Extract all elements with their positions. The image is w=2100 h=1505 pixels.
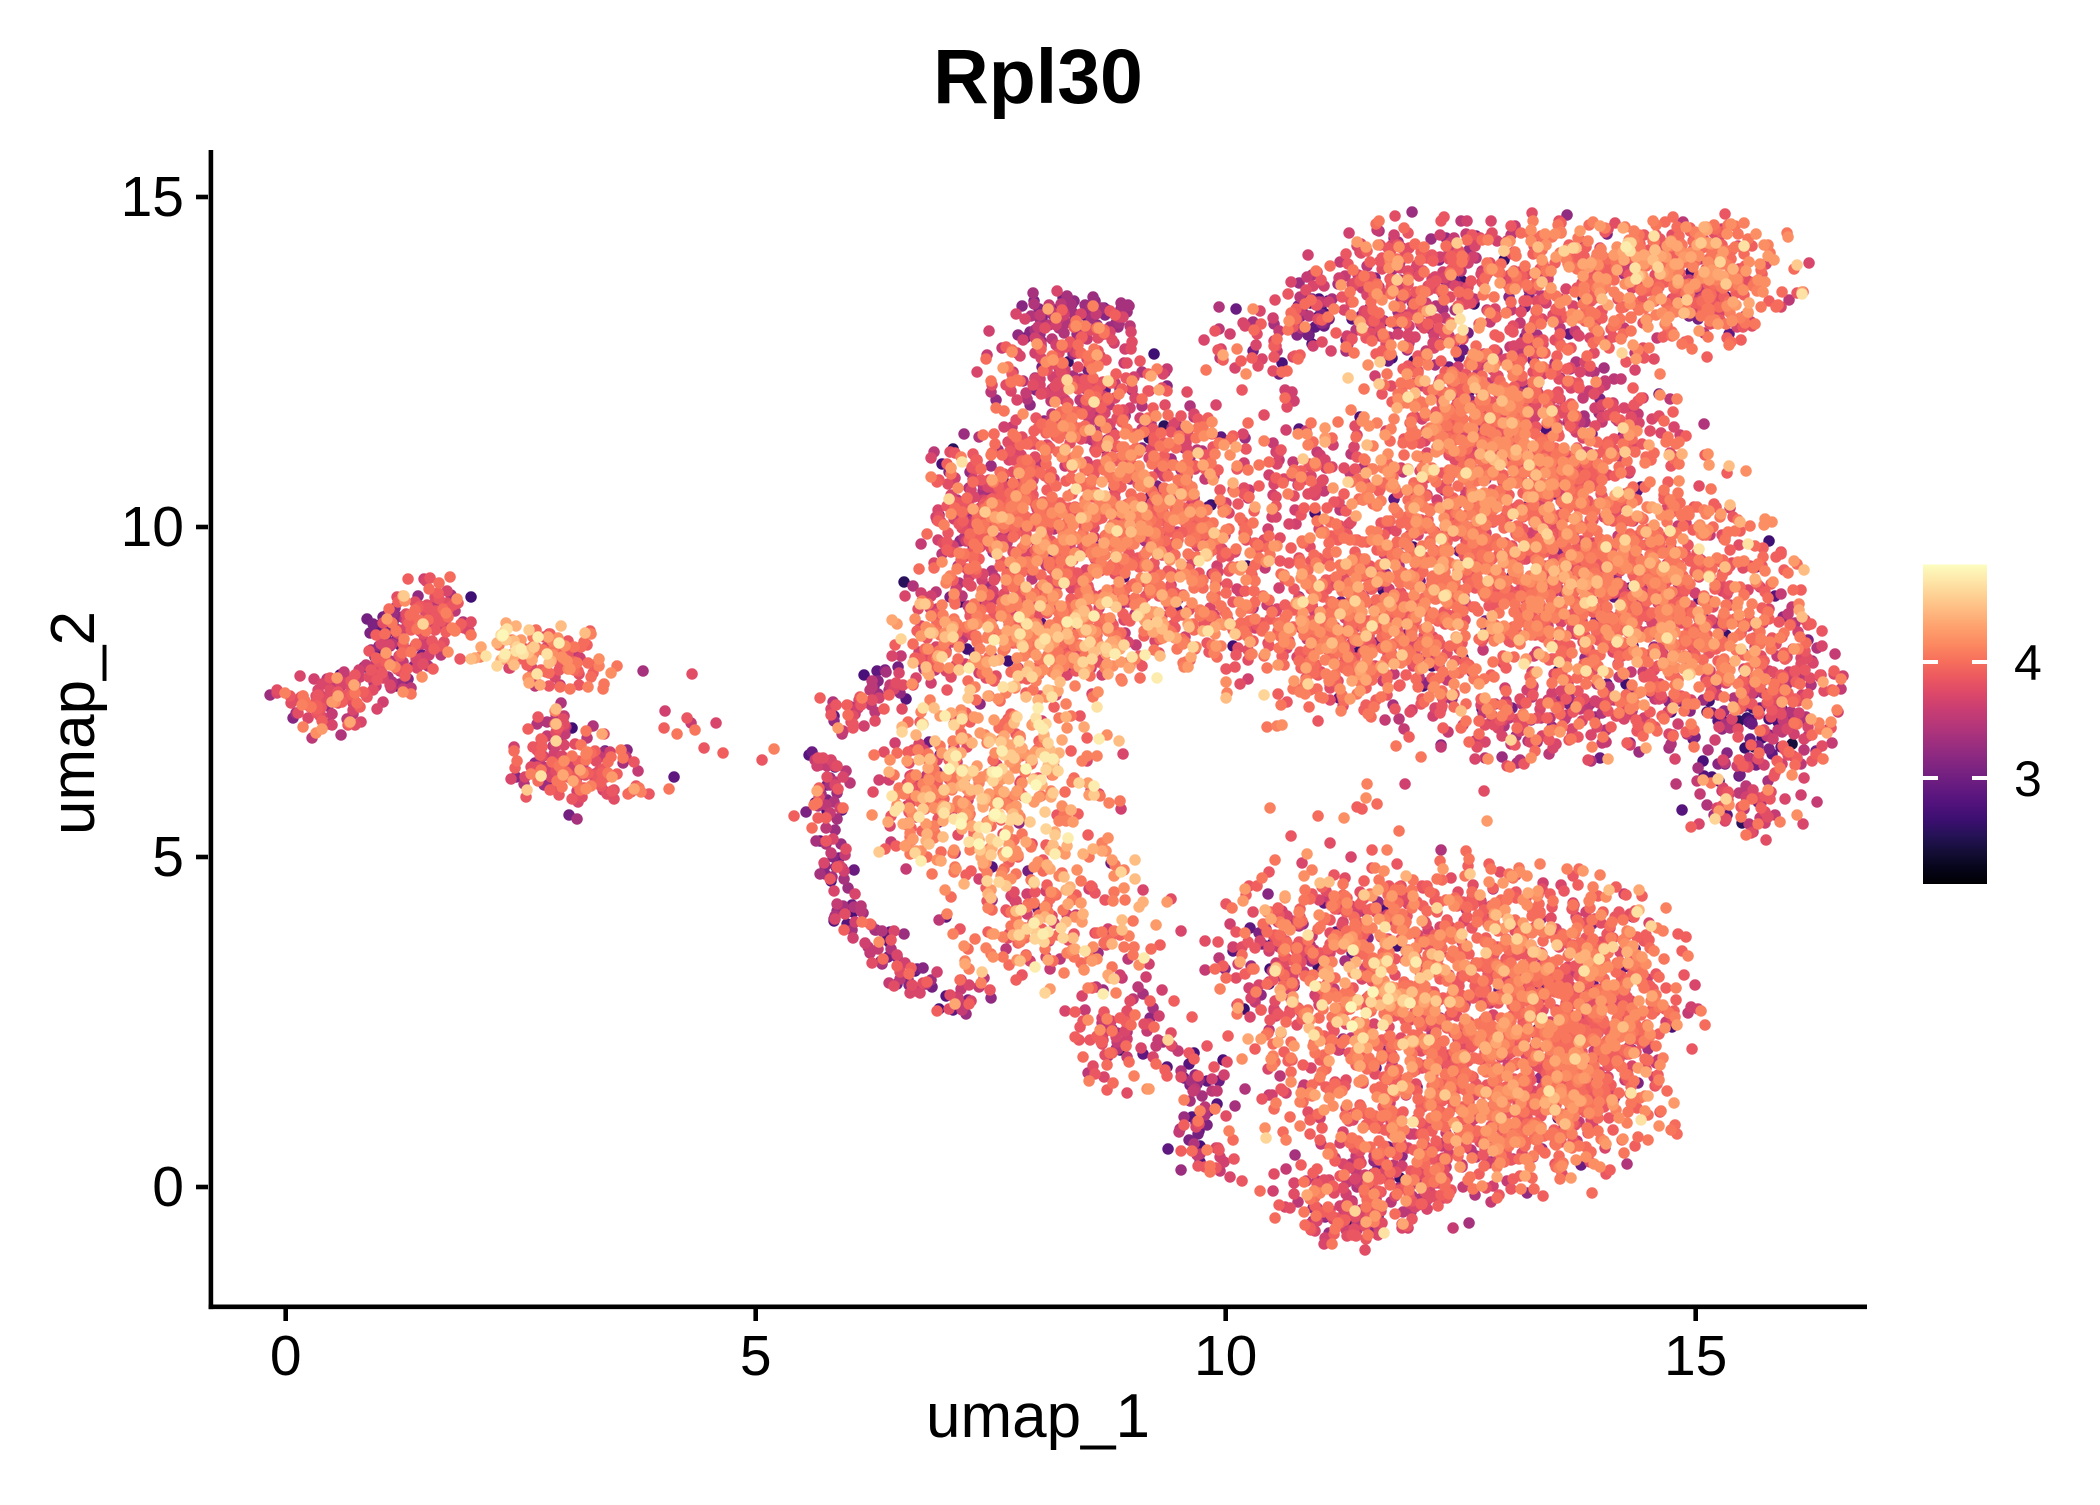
svg-text:0: 0 (152, 1155, 184, 1219)
svg-text:3: 3 (2014, 751, 2042, 807)
svg-text:5: 5 (152, 825, 184, 889)
svg-text:umap_2: umap_2 (39, 611, 108, 835)
svg-text:15: 15 (121, 165, 184, 229)
svg-text:Rpl30: Rpl30 (933, 34, 1143, 120)
svg-text:5: 5 (740, 1324, 772, 1388)
svg-text:10: 10 (121, 495, 184, 559)
svg-text:umap_1: umap_1 (926, 1382, 1150, 1451)
svg-text:15: 15 (1664, 1324, 1727, 1388)
svg-text:4: 4 (2014, 635, 2042, 691)
svg-text:10: 10 (1194, 1324, 1257, 1388)
svg-text:0: 0 (270, 1324, 302, 1388)
